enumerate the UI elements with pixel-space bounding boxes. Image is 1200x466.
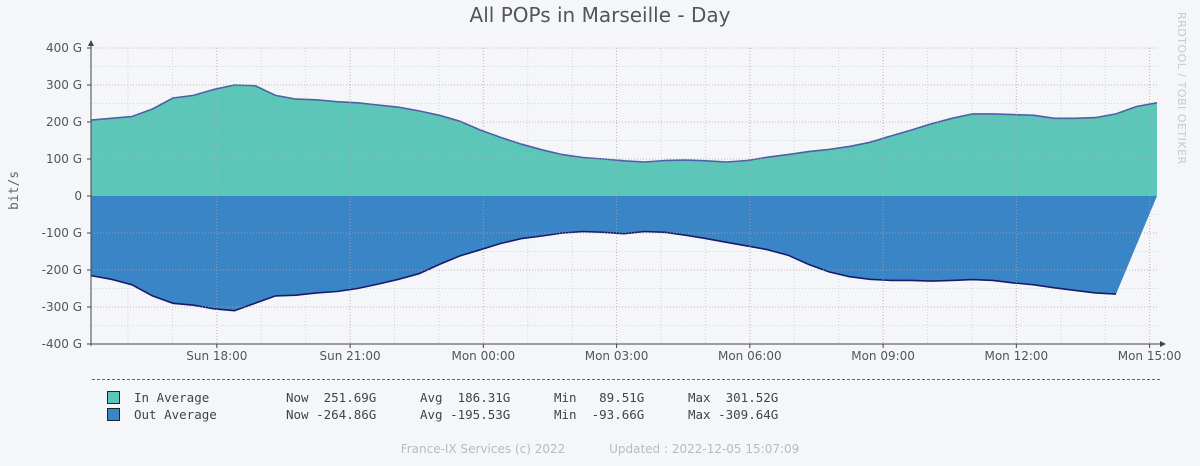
legend-avg: Avg -195.53G <box>420 407 511 422</box>
footer-updated: Updated : 2022-12-05 15:07:09 <box>609 442 800 456</box>
legend-name: In Average <box>134 390 210 405</box>
x-tick-label: Sun 18:00 <box>186 349 247 363</box>
y-axis-arrow <box>88 40 94 46</box>
x-tick-label: Mon 06:00 <box>718 349 782 363</box>
in-average-area <box>91 85 1157 196</box>
in-average-line <box>90 84 1158 163</box>
y-tick-label: -300 G <box>42 300 82 314</box>
x-tick-label: Mon 12:00 <box>984 349 1048 363</box>
legend-divider <box>92 379 1160 380</box>
legend-min: Min 89.51G <box>554 390 645 405</box>
out-average-line <box>90 230 1117 312</box>
legend-name: Out Average <box>134 407 217 422</box>
y-tick-label: 100 G <box>46 152 82 166</box>
y-tick-label: -100 G <box>42 226 82 240</box>
legend: In Average Now 251.69G Avg 186.31G Min 8… <box>107 389 778 423</box>
y-tick-label: -400 G <box>42 337 82 351</box>
legend-avg: Avg 186.31G <box>420 390 511 405</box>
legend-max: Max 301.52G <box>688 390 779 405</box>
y-tick-label: 0 <box>74 189 82 203</box>
legend-now: Now -264.86G <box>286 407 377 422</box>
y-tick-label: 300 G <box>46 78 82 92</box>
x-tick-label: Sun 21:00 <box>319 349 380 363</box>
legend-row-out: Out Average Now -264.86G Avg -195.53G Mi… <box>107 406 778 423</box>
y-tick-label: -200 G <box>42 263 82 277</box>
x-tick-label: Mon 15:00 <box>1118 349 1182 363</box>
y-tick-label: 200 G <box>46 115 82 129</box>
legend-row-in: In Average Now 251.69G Avg 186.31G Min 8… <box>107 389 778 406</box>
x-tick-label: Mon 00:00 <box>451 349 515 363</box>
x-axis-arrow <box>1160 341 1166 347</box>
x-tick-label: Mon 03:00 <box>585 349 649 363</box>
out-average-swatch <box>107 408 120 421</box>
out-average-area <box>91 196 1157 311</box>
in-average-swatch <box>107 391 120 404</box>
y-tick-label: 400 G <box>46 41 82 55</box>
legend-now: Now 251.69G <box>286 390 377 405</box>
rrdtool-watermark: RRDTOOL / TOBI OETIKER <box>1175 12 1188 165</box>
chart-title: All POPs in Marseille - Day <box>469 3 731 27</box>
legend-max: Max -309.64G <box>688 407 779 422</box>
footer: France-IX Services (c) 2022 Updated : 20… <box>0 442 1200 456</box>
footer-copyright: France-IX Services (c) 2022 <box>400 442 566 456</box>
legend-min: Min -93.66G <box>554 407 645 422</box>
x-tick-label: Mon 09:00 <box>851 349 915 363</box>
